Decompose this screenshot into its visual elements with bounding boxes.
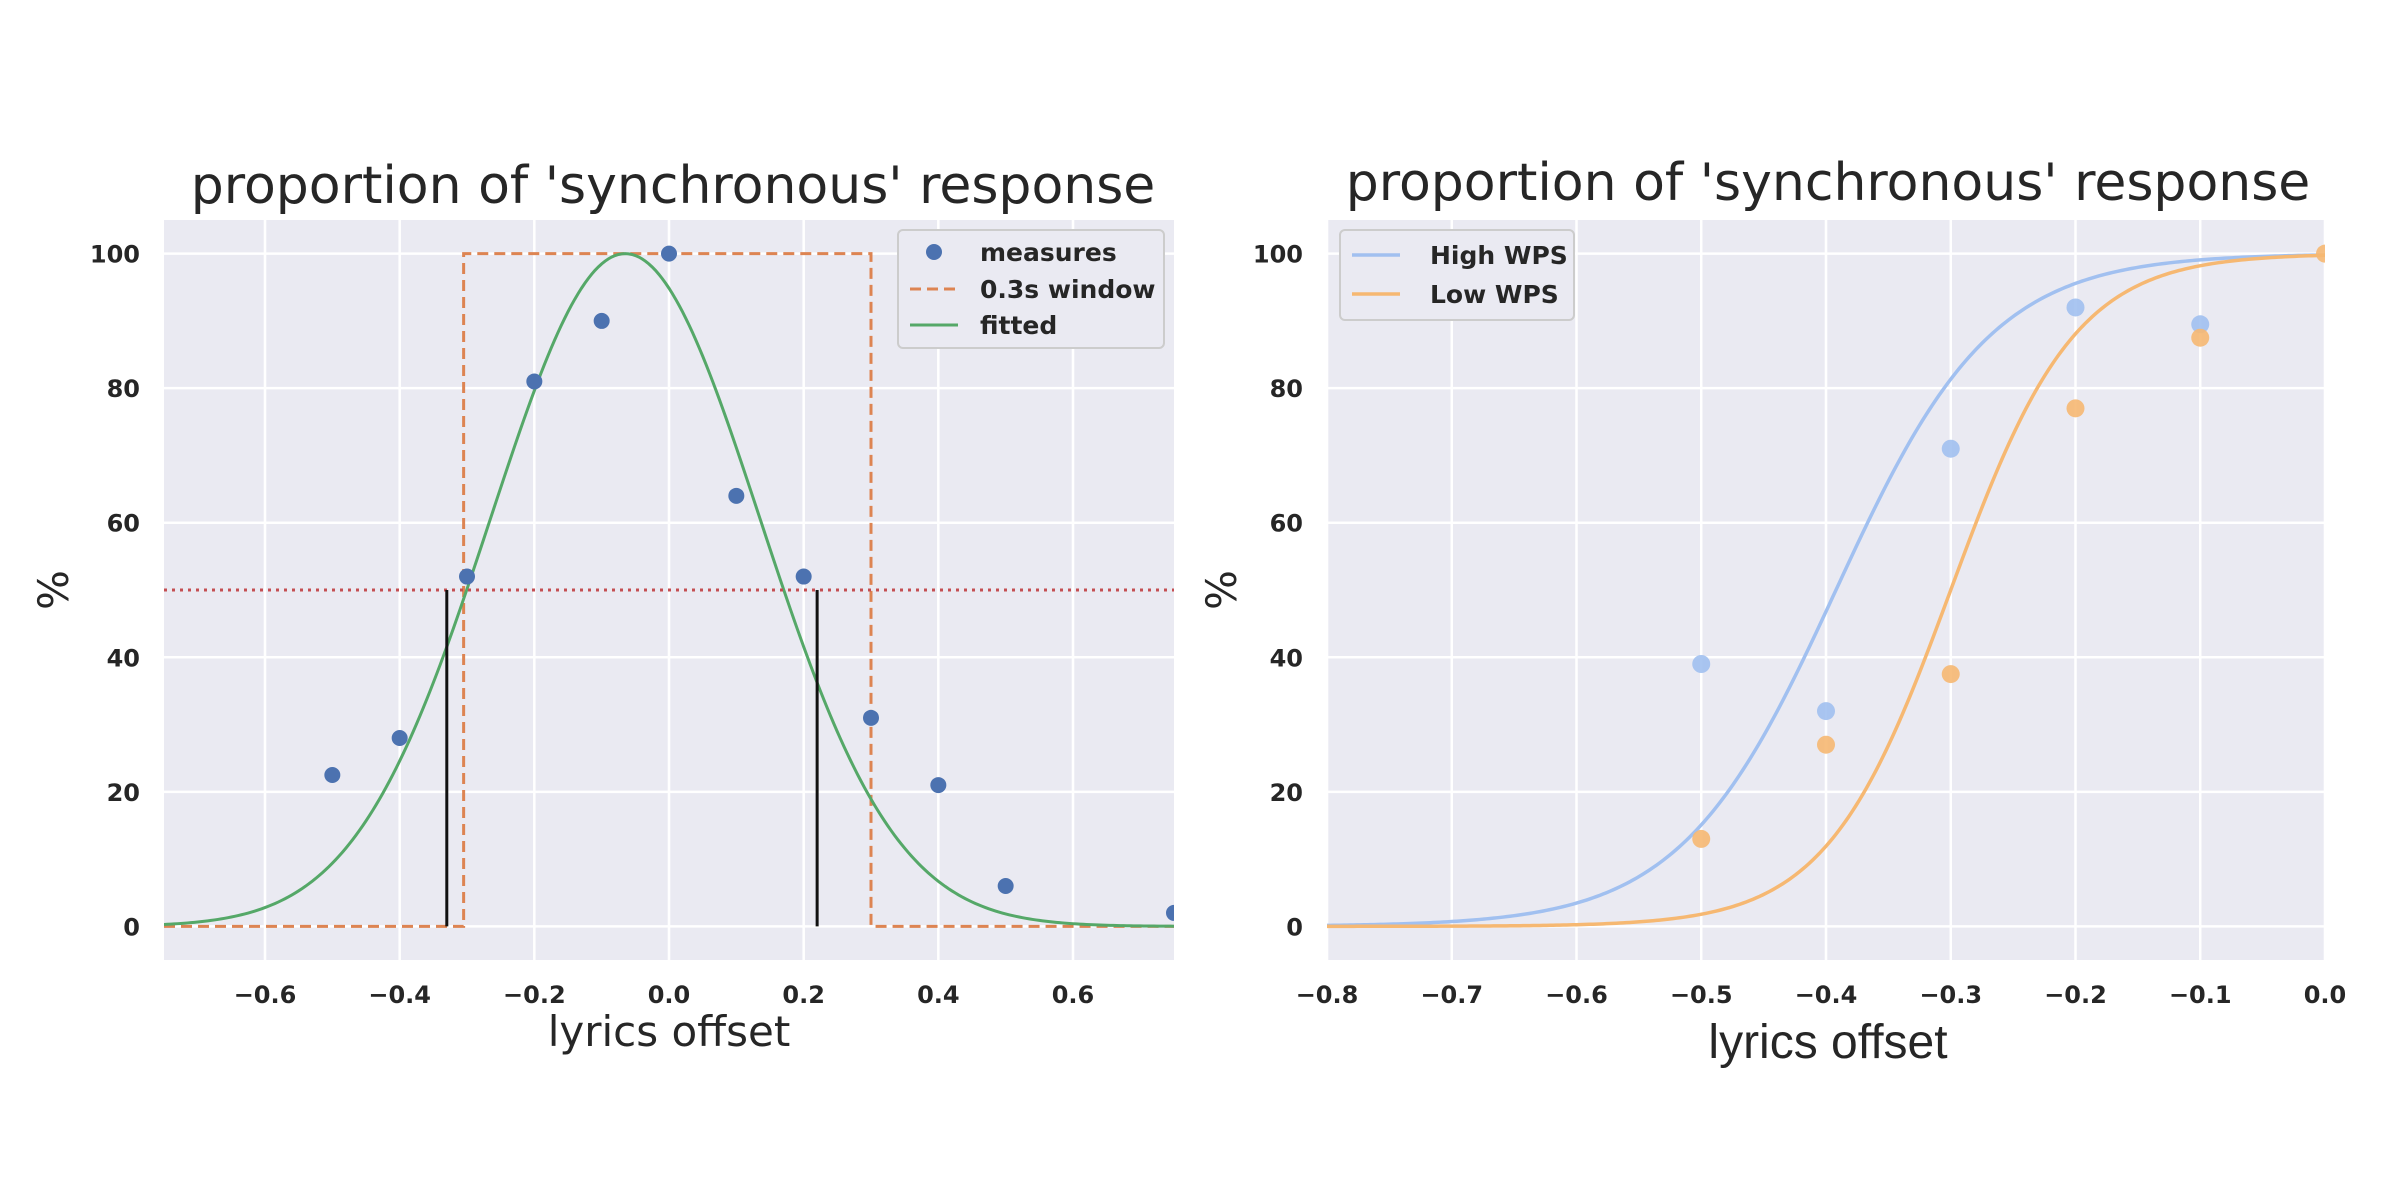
x-tick-label: −0.5	[1670, 981, 1733, 1009]
measure-point	[997, 878, 1014, 894]
y-tick-label: 20	[107, 779, 140, 807]
high-wps-point	[1692, 655, 1711, 673]
high-wps-point	[1941, 439, 1960, 458]
legend-low-wps-label: Low WPS	[1430, 280, 1559, 309]
x-tick-label: −0.6	[1545, 981, 1608, 1009]
legend-fitted-label: fitted	[980, 311, 1057, 340]
y-tick-label: 80	[1270, 375, 1303, 403]
y-tick-label: 0	[123, 913, 140, 941]
low-wps-point	[2191, 328, 2210, 347]
y-tick-label: 0	[1286, 913, 1303, 941]
left-y-axis-label: %	[29, 570, 78, 610]
legend-measures-marker	[926, 244, 942, 260]
measure-point	[728, 487, 745, 504]
right-marks	[1327, 244, 2325, 929]
measure-point	[930, 777, 947, 794]
y-tick-label: 80	[107, 375, 140, 403]
x-tick-label: −0.6	[234, 981, 297, 1009]
x-tick-label: 0.0	[2304, 981, 2347, 1009]
left-y-ticks: 0 20 40 60 80 100	[90, 241, 140, 942]
x-tick-label: 0.4	[917, 981, 960, 1009]
measure-point	[459, 568, 475, 585]
right-legend-frame	[1339, 229, 1575, 321]
right-chart-title: proportion of 'synchronous' response	[1346, 153, 2311, 213]
x-tick-label: −0.4	[1795, 981, 1858, 1009]
x-tick-label: 0.2	[782, 981, 825, 1009]
low-wps-point	[2316, 244, 2325, 263]
x-tick-label: −0.3	[1919, 981, 1982, 1009]
measure-point	[391, 730, 408, 746]
left-chart: proportion of 'synchronous' response 0 20…	[29, 156, 1174, 1056]
low-wps-point	[1692, 829, 1711, 848]
y-tick-label: 100	[1253, 241, 1303, 269]
low-wps-point	[1817, 735, 1835, 754]
fitted-curve	[164, 252, 1174, 928]
measure-point	[795, 568, 812, 585]
left-chart-title: proportion of 'synchronous' response	[191, 156, 1156, 216]
x-tick-label: −0.2	[503, 981, 566, 1009]
low-wps-curve	[1327, 253, 2325, 929]
right-x-ticks: −0.8 −0.7 −0.6 −0.5 −0.4 −0.3 −0.2 −0.1 0.0	[1296, 981, 2347, 1009]
right-x-axis-label: lyrics offset	[1708, 1016, 1947, 1069]
y-tick-label: 40	[107, 644, 140, 672]
left-marks	[164, 245, 1174, 928]
y-tick-label: 60	[107, 510, 140, 538]
x-tick-label: −0.7	[1420, 981, 1483, 1009]
x-tick-label: −0.8	[1296, 981, 1359, 1009]
right-y-ticks: 0 20 40 60 80 100	[1253, 241, 1303, 942]
high-wps-point	[2191, 315, 2210, 334]
measure-point	[526, 373, 543, 390]
right-y-axis-label: %	[1197, 570, 1246, 610]
y-tick-label: 100	[90, 241, 140, 269]
measure-point	[661, 245, 677, 262]
left-legend-frame	[897, 229, 1165, 349]
measure-point	[324, 767, 341, 783]
x-tick-label: −0.1	[2169, 981, 2232, 1009]
high-wps-curve	[1327, 253, 2325, 928]
measure-point	[1166, 904, 1174, 921]
high-wps-point	[2066, 298, 2085, 317]
low-wps-point	[2066, 399, 2085, 418]
measure-point	[593, 312, 610, 329]
right-legend: High WPS Low WPS	[1339, 229, 1575, 321]
low-wps-point	[1941, 665, 1960, 684]
x-tick-label: 0.6	[1052, 981, 1095, 1009]
high-wps-point	[1817, 702, 1835, 721]
left-legend: measures 0.3s window fitted	[897, 229, 1165, 349]
x-tick-label: −0.4	[368, 981, 431, 1009]
x-tick-label: 0.0	[648, 981, 691, 1009]
measure-point	[863, 709, 879, 726]
x-tick-label: −0.2	[2044, 981, 2107, 1009]
y-tick-label: 60	[1270, 510, 1303, 538]
legend-high-wps-label: High WPS	[1430, 241, 1568, 270]
y-tick-label: 40	[1270, 644, 1303, 672]
right-chart: proportion of 'synchronous' response 0 20…	[1197, 153, 2346, 1069]
left-x-ticks: −0.6 −0.4 −0.2 0.0 0.2 0.4 0.6	[234, 981, 1095, 1009]
left-x-axis-label: lyrics offset	[548, 1007, 791, 1056]
legend-window-label: 0.3s window	[980, 275, 1156, 304]
y-tick-label: 20	[1270, 779, 1303, 807]
legend-measures-label: measures	[980, 238, 1117, 267]
